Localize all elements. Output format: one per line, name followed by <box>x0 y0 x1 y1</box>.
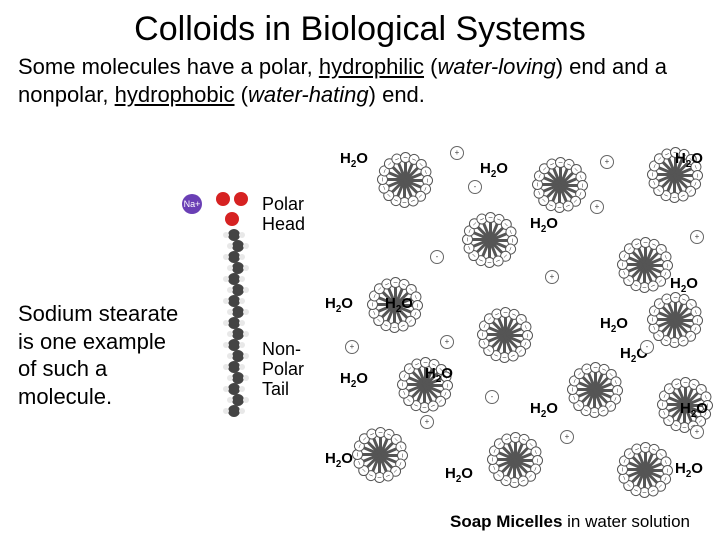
polar-head-label: PolarHead <box>262 195 305 235</box>
sodium-stearate-molecule: Na+ <box>210 190 258 417</box>
water-molecule-icon: + <box>600 155 614 169</box>
h2o-label: H2O <box>600 315 628 335</box>
caption-rest: in water solution <box>562 512 690 531</box>
micelle: ‒‒‒‒‒‒‒‒‒‒‒‒‒‒‒‒ <box>390 350 460 420</box>
water-molecule-icon: + <box>440 335 454 349</box>
h2o-label: H2O <box>675 150 703 170</box>
water-molecule-icon: - <box>485 390 499 404</box>
h2o-label: H2O <box>325 295 353 315</box>
micelle: ‒‒‒‒‒‒‒‒‒‒‒‒‒‒‒‒ <box>470 300 540 370</box>
oxygen-atom <box>225 212 239 226</box>
intro-paragraph: Some molecules have a polar, hydrophilic… <box>0 49 720 108</box>
micelle: ‒‒‒‒‒‒‒‒‒‒‒‒‒‒‒‒ <box>370 145 440 215</box>
carbon-chain <box>228 229 258 417</box>
micelle: ‒‒‒‒‒‒‒‒‒‒‒‒‒‒‒‒ <box>345 420 415 490</box>
water-molecule-icon: + <box>450 146 464 160</box>
water-molecule-icon: - <box>430 250 444 264</box>
micelle: ‒‒‒‒‒‒‒‒‒‒‒‒‒‒‒‒ <box>560 355 630 425</box>
oxygen-atom <box>216 192 230 206</box>
h2o-label: H2O <box>445 465 473 485</box>
h2o-label: H2O <box>385 295 413 315</box>
water-molecule-icon: + <box>420 415 434 429</box>
slide-title: Colloids in Biological Systems <box>0 0 720 49</box>
water-molecule-icon: + <box>345 340 359 354</box>
micelle-diagram: ‒‒‒‒‒‒‒‒‒‒‒‒‒‒‒‒‒‒‒‒‒‒‒‒‒‒‒‒‒‒‒‒‒‒‒‒‒‒‒‒… <box>330 140 720 500</box>
micelle: ‒‒‒‒‒‒‒‒‒‒‒‒‒‒‒‒ <box>455 205 525 275</box>
h2o-label: H2O <box>340 370 368 390</box>
micelle: ‒‒‒‒‒‒‒‒‒‒‒‒‒‒‒‒ <box>610 435 680 505</box>
caption-bold: Soap Micelles <box>450 512 562 531</box>
micelle-caption: Soap Micelles in water solution <box>450 512 690 532</box>
side-description: Sodium stearate is one example of such a… <box>18 300 188 410</box>
micelle: ‒‒‒‒‒‒‒‒‒‒‒‒‒‒‒‒ <box>480 425 550 495</box>
h2o-label: H2O <box>425 365 453 385</box>
carbon-atom <box>228 405 240 417</box>
water-molecule-icon: + <box>590 200 604 214</box>
h2o-label: H2O <box>680 400 708 420</box>
water-molecule-icon: + <box>560 430 574 444</box>
water-molecule-icon: + <box>690 425 704 439</box>
h2o-label: H2O <box>530 215 558 235</box>
h2o-label: H2O <box>340 150 368 170</box>
water-molecule-icon: - <box>640 340 654 354</box>
water-molecule-icon: + <box>690 230 704 244</box>
h2o-label: H2O <box>530 400 558 420</box>
oxygen-atom <box>234 192 248 206</box>
h2o-label: H2O <box>670 275 698 295</box>
h2o-label: H2O <box>675 460 703 480</box>
nonpolar-tail-label: Non-PolarTail <box>262 340 304 399</box>
carboxylate-head: Na+ <box>210 190 258 230</box>
sodium-ion: Na+ <box>182 194 202 214</box>
h2o-label: H2O <box>325 450 353 470</box>
water-molecule-icon: + <box>545 270 559 284</box>
h2o-label: H2O <box>480 160 508 180</box>
micelle: ‒‒‒‒‒‒‒‒‒‒‒‒‒‒‒‒ <box>525 150 595 220</box>
water-molecule-icon: - <box>468 180 482 194</box>
